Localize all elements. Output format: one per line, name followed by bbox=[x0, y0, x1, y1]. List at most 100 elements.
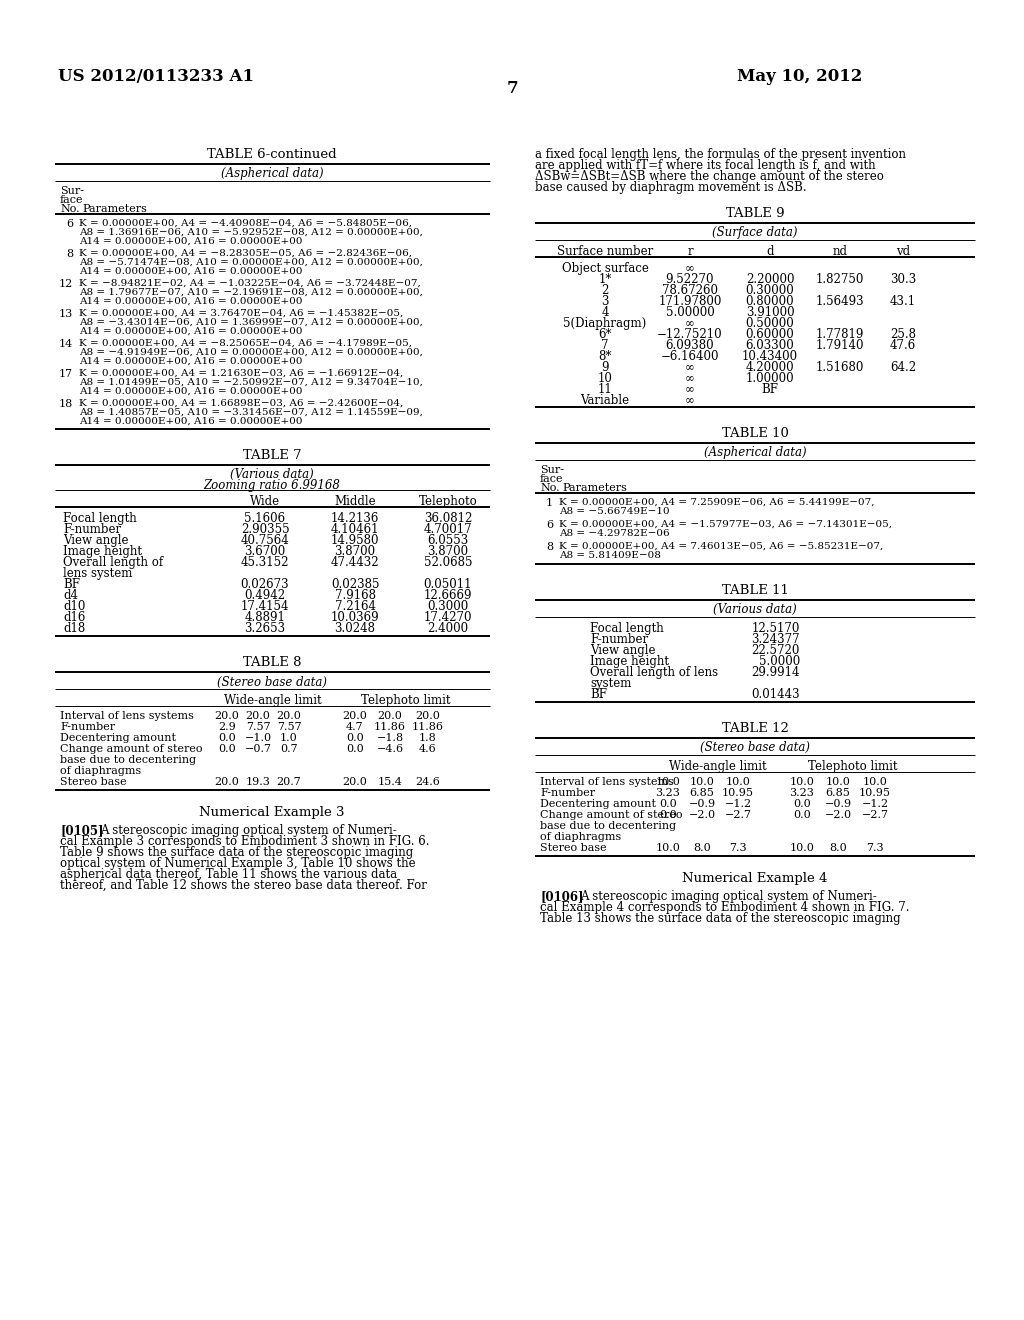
Text: TABLE 12: TABLE 12 bbox=[722, 722, 788, 735]
Text: system: system bbox=[590, 677, 632, 690]
Text: 30.3: 30.3 bbox=[890, 273, 916, 286]
Text: 1*: 1* bbox=[598, 273, 611, 286]
Text: A8 = 1.79677E−07, A10 = −2.19691E−08, A12 = 0.00000E+00,: A8 = 1.79677E−07, A10 = −2.19691E−08, A1… bbox=[79, 288, 423, 297]
Text: d: d bbox=[766, 246, 774, 257]
Text: of diaphragms: of diaphragms bbox=[540, 832, 622, 842]
Text: A8 = 1.40857E−05, A10 = −3.31456E−07, A12 = 1.14559E−09,: A8 = 1.40857E−05, A10 = −3.31456E−07, A1… bbox=[79, 408, 423, 417]
Text: Stereo base: Stereo base bbox=[60, 777, 127, 787]
Text: 45.3152: 45.3152 bbox=[241, 556, 289, 569]
Text: 3.24377: 3.24377 bbox=[752, 634, 800, 645]
Text: 1.51680: 1.51680 bbox=[816, 360, 864, 374]
Text: base caused by diaphragm movement is ΔSB.: base caused by diaphragm movement is ΔSB… bbox=[535, 181, 807, 194]
Text: 0.02673: 0.02673 bbox=[241, 578, 290, 591]
Text: 43.1: 43.1 bbox=[890, 294, 916, 308]
Text: base due to decentering: base due to decentering bbox=[540, 821, 676, 832]
Text: (Aspherical data): (Aspherical data) bbox=[221, 168, 324, 180]
Text: TABLE 11: TABLE 11 bbox=[722, 583, 788, 597]
Text: 4.8891: 4.8891 bbox=[245, 611, 286, 624]
Text: [0106]: [0106] bbox=[540, 890, 584, 903]
Text: K = 0.00000E+00, A4 = −8.28305E−05, A6 = −2.82436E−06,: K = 0.00000E+00, A4 = −8.28305E−05, A6 =… bbox=[79, 249, 412, 257]
Text: BF: BF bbox=[590, 688, 607, 701]
Text: 4.10461: 4.10461 bbox=[331, 523, 379, 536]
Text: 1.00000: 1.00000 bbox=[745, 372, 795, 385]
Text: Telephoto: Telephoto bbox=[419, 495, 477, 508]
Text: 7.57: 7.57 bbox=[246, 722, 270, 733]
Text: 7.3: 7.3 bbox=[729, 843, 746, 853]
Text: −6.16400: −6.16400 bbox=[660, 350, 719, 363]
Text: 6.85: 6.85 bbox=[689, 788, 715, 799]
Text: 0.50000: 0.50000 bbox=[745, 317, 795, 330]
Text: Object surface: Object surface bbox=[561, 261, 648, 275]
Text: A8 = −5.66749E−10: A8 = −5.66749E−10 bbox=[559, 507, 670, 516]
Text: 0.02385: 0.02385 bbox=[331, 578, 379, 591]
Text: r: r bbox=[687, 246, 693, 257]
Text: View angle: View angle bbox=[63, 535, 128, 546]
Text: 1.56493: 1.56493 bbox=[816, 294, 864, 308]
Text: of diaphragms: of diaphragms bbox=[60, 766, 141, 776]
Text: Wide-angle limit: Wide-angle limit bbox=[224, 694, 322, 708]
Text: Focal length: Focal length bbox=[590, 622, 664, 635]
Text: 20.0: 20.0 bbox=[343, 711, 368, 721]
Text: 64.2: 64.2 bbox=[890, 360, 916, 374]
Text: 1: 1 bbox=[546, 498, 553, 508]
Text: 0.0: 0.0 bbox=[794, 799, 811, 809]
Text: (Surface data): (Surface data) bbox=[713, 226, 798, 239]
Text: 10.43400: 10.43400 bbox=[742, 350, 798, 363]
Text: 4.70017: 4.70017 bbox=[424, 523, 472, 536]
Text: Table 9 shows the surface data of the stereoscopic imaging: Table 9 shows the surface data of the st… bbox=[60, 846, 414, 859]
Text: F-number: F-number bbox=[63, 523, 121, 536]
Text: 7.2164: 7.2164 bbox=[335, 601, 376, 612]
Text: 9: 9 bbox=[601, 360, 608, 374]
Text: K = −8.94821E−02, A4 = −1.03225E−04, A6 = −3.72448E−07,: K = −8.94821E−02, A4 = −1.03225E−04, A6 … bbox=[79, 279, 421, 288]
Text: base due to decentering: base due to decentering bbox=[60, 755, 197, 766]
Text: K = 0.00000E+00, A4 = −1.57977E−03, A6 = −7.14301E−05,: K = 0.00000E+00, A4 = −1.57977E−03, A6 =… bbox=[559, 520, 892, 529]
Text: 6*: 6* bbox=[598, 327, 611, 341]
Text: 9.52270: 9.52270 bbox=[666, 273, 715, 286]
Text: 5.1606: 5.1606 bbox=[245, 512, 286, 525]
Text: 8.0: 8.0 bbox=[693, 843, 711, 853]
Text: 0.01443: 0.01443 bbox=[752, 688, 800, 701]
Text: 20.0: 20.0 bbox=[416, 711, 440, 721]
Text: F-number: F-number bbox=[60, 722, 115, 733]
Text: 13: 13 bbox=[58, 309, 73, 319]
Text: 7.3: 7.3 bbox=[866, 843, 884, 853]
Text: 4.6: 4.6 bbox=[419, 744, 437, 754]
Text: 3.23: 3.23 bbox=[655, 788, 680, 799]
Text: −0.9: −0.9 bbox=[824, 799, 852, 809]
Text: 0.0: 0.0 bbox=[346, 733, 364, 743]
Text: 2.4000: 2.4000 bbox=[427, 622, 469, 635]
Text: nd: nd bbox=[833, 246, 848, 257]
Text: US 2012/0113233 A1: US 2012/0113233 A1 bbox=[58, 69, 254, 84]
Text: −1.2: −1.2 bbox=[861, 799, 889, 809]
Text: 0.0: 0.0 bbox=[346, 744, 364, 754]
Text: are applied with fT=f where its focal length is f, and with: are applied with fT=f where its focal le… bbox=[535, 158, 876, 172]
Text: aspherical data thereof, Table 11 shows the various data: aspherical data thereof, Table 11 shows … bbox=[60, 869, 397, 880]
Text: 10: 10 bbox=[598, 372, 612, 385]
Text: TABLE 6-continued: TABLE 6-continued bbox=[207, 148, 337, 161]
Text: Change amount of stereo: Change amount of stereo bbox=[540, 810, 683, 820]
Text: 3.23: 3.23 bbox=[790, 788, 814, 799]
Text: A8 = −5.71474E−08, A10 = 0.00000E+00, A12 = 0.00000E+00,: A8 = −5.71474E−08, A10 = 0.00000E+00, A1… bbox=[79, 257, 423, 267]
Text: ∞: ∞ bbox=[685, 360, 695, 374]
Text: face: face bbox=[60, 195, 84, 205]
Text: cal Example 3 corresponds to Embodiment 3 shown in FIG. 6.: cal Example 3 corresponds to Embodiment … bbox=[60, 836, 429, 847]
Text: A stereoscopic imaging optical system of Numeri-: A stereoscopic imaging optical system of… bbox=[100, 824, 396, 837]
Text: 12.6669: 12.6669 bbox=[424, 589, 472, 602]
Text: Sur-: Sur- bbox=[60, 186, 84, 195]
Text: 10.0: 10.0 bbox=[790, 843, 814, 853]
Text: 0.7: 0.7 bbox=[281, 744, 298, 754]
Text: 19.3: 19.3 bbox=[246, 777, 270, 787]
Text: 7.57: 7.57 bbox=[276, 722, 301, 733]
Text: Interval of lens systems: Interval of lens systems bbox=[60, 711, 194, 721]
Text: 47.4432: 47.4432 bbox=[331, 556, 379, 569]
Text: No.: No. bbox=[540, 483, 560, 492]
Text: K = 0.00000E+00, A4 = 7.46013E−05, A6 = −5.85231E−07,: K = 0.00000E+00, A4 = 7.46013E−05, A6 = … bbox=[559, 543, 884, 550]
Text: 6: 6 bbox=[546, 520, 553, 531]
Text: d10: d10 bbox=[63, 601, 85, 612]
Text: −2.7: −2.7 bbox=[725, 810, 752, 820]
Text: View angle: View angle bbox=[590, 644, 655, 657]
Text: 15.4: 15.4 bbox=[378, 777, 402, 787]
Text: BF: BF bbox=[63, 578, 80, 591]
Text: No.: No. bbox=[60, 205, 80, 214]
Text: thereof, and Table 12 shows the stereo base data thereof. For: thereof, and Table 12 shows the stereo b… bbox=[60, 879, 427, 892]
